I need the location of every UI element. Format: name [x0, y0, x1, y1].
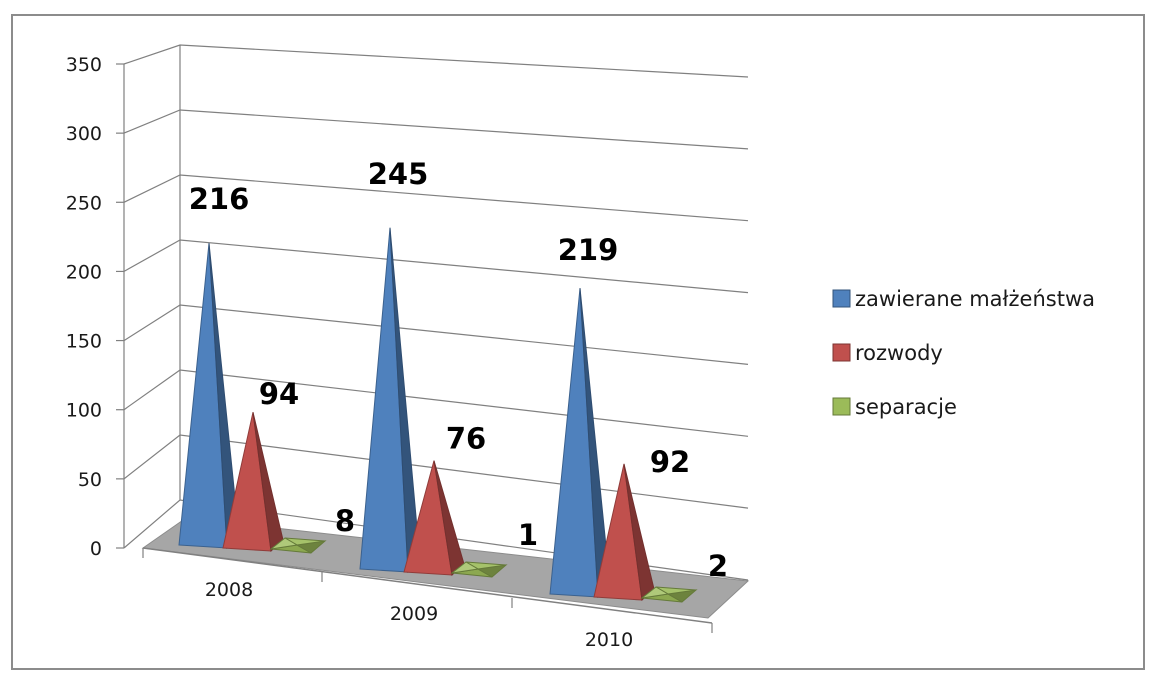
data-label: 92	[650, 445, 690, 479]
legend-swatch	[832, 289, 851, 308]
gridline	[123, 44, 749, 78]
pyramid-bar	[640, 586, 698, 603]
x-tick-label: 2008	[205, 579, 253, 601]
y-tick-label: 50	[78, 469, 102, 491]
legend-item: rozwody	[832, 341, 943, 365]
pyramid-bar	[359, 227, 421, 574]
y-tick-label: 300	[66, 123, 102, 145]
y-tick-label: 0	[90, 538, 102, 560]
data-label: 245	[368, 157, 429, 191]
legend-label: separacje	[855, 395, 957, 419]
data-label: 94	[259, 377, 299, 411]
data-label: 8	[335, 504, 355, 538]
legend-swatch	[832, 343, 851, 362]
pyramid-bar	[549, 288, 611, 599]
legend-label: rozwody	[855, 341, 943, 365]
pyramid-bar	[269, 537, 327, 554]
gridline	[123, 239, 749, 294]
data-label: 216	[189, 182, 250, 216]
x-tick-label: 2009	[390, 603, 438, 625]
legend-item: zawierane małżeństwa	[832, 287, 1095, 311]
x-tick-label: 2010	[585, 629, 633, 651]
pyramid-bar	[403, 460, 465, 576]
data-label: 1	[518, 518, 538, 552]
data-label: 219	[558, 233, 619, 267]
y-tick-label: 100	[66, 400, 102, 422]
pyramid-bar	[178, 243, 240, 550]
legend-label: zawierane małżeństwa	[855, 287, 1095, 311]
data-label: 2	[708, 549, 728, 583]
gridline	[123, 109, 749, 150]
legend-swatch	[832, 397, 851, 416]
pyramid-bar	[450, 561, 508, 578]
y-tick-label: 250	[66, 192, 102, 214]
y-tick-label: 150	[66, 331, 102, 353]
y-tick-label: 200	[66, 261, 102, 283]
y-tick-label: 350	[66, 54, 102, 76]
x-axis-line	[142, 547, 713, 624]
legend-item: separacje	[832, 395, 957, 419]
data-label: 76	[446, 422, 486, 456]
